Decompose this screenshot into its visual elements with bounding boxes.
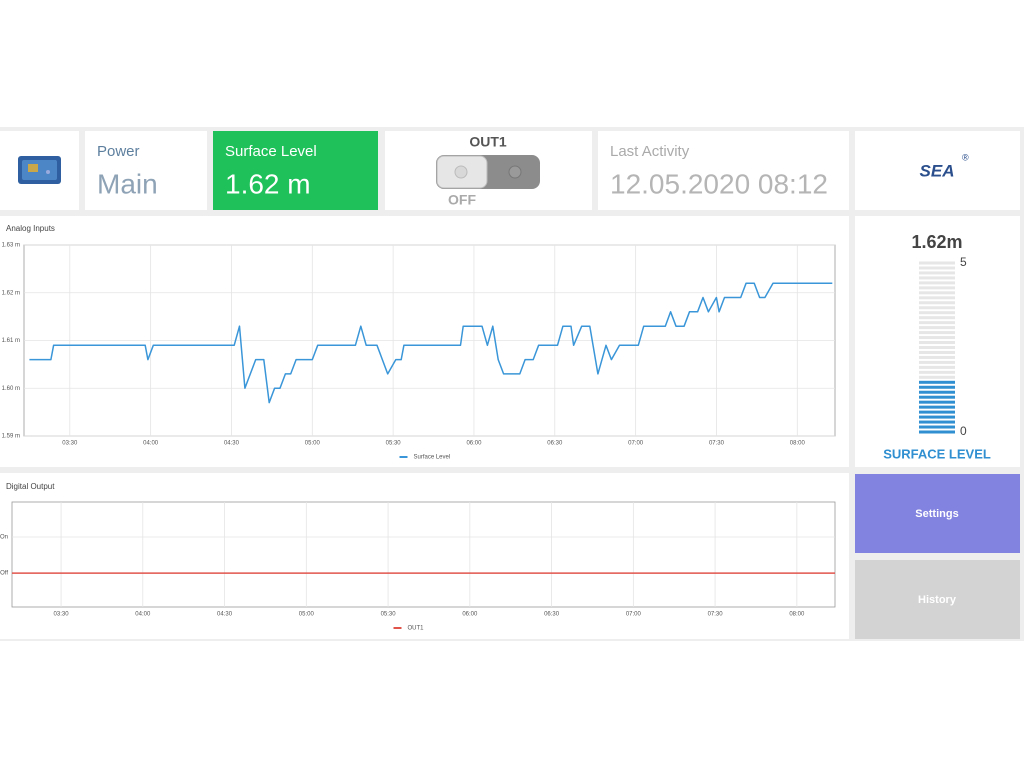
history-button[interactable]: History (855, 560, 1020, 639)
gauge-stripe (919, 410, 955, 414)
gauge-stripe (919, 266, 955, 270)
gauge-stripe (919, 311, 955, 315)
gauge-stripe (919, 291, 955, 295)
plot-frame (11, 501, 836, 608)
gauge-stripe (919, 301, 955, 305)
y-tick-label: 1.62 m (2, 290, 20, 296)
gauge-stripe (919, 346, 955, 349)
gauge-max: 5 (960, 255, 967, 269)
logo-tile (855, 131, 1020, 210)
x-tick-label: 07:30 (709, 441, 725, 447)
gauge-min: 0 (960, 424, 967, 438)
x-tick-label: 07:30 (708, 612, 724, 618)
chart-title: Analog Inputs (6, 224, 55, 233)
gauge-stripe (919, 385, 955, 389)
x-tick-label: 05:30 (381, 612, 397, 618)
x-tick-label: 06:30 (544, 612, 560, 618)
x-tick-label: 04:00 (143, 441, 159, 447)
x-tick-label: 04:30 (217, 612, 233, 618)
toggle-switch[interactable] (436, 155, 540, 189)
power-tile (85, 131, 207, 210)
gauge-stripe (919, 331, 955, 335)
gauge-stripe (919, 281, 955, 285)
y-tick-label: On (0, 535, 8, 541)
gauge-stripe (919, 415, 955, 419)
x-tick-label: 08:00 (789, 612, 805, 618)
button-label[interactable]: History (918, 594, 957, 606)
settings-button[interactable]: Settings (855, 474, 1020, 553)
button-background (855, 560, 1020, 639)
analog-panel (0, 216, 849, 467)
x-tick-label: 06:00 (466, 441, 482, 447)
gauge-stripe (919, 395, 955, 399)
x-tick-label: 05:00 (305, 441, 321, 447)
tile-value: 12.05.2020 08:12 (610, 168, 828, 199)
y-tick-label: 1.60 m (2, 386, 20, 392)
gauge-stripe (919, 350, 955, 354)
gauge-stripe (919, 355, 955, 359)
x-tick-label: 04:00 (135, 612, 151, 618)
gauge-stripe (919, 370, 955, 374)
gauge-title: SURFACE LEVEL (883, 446, 991, 461)
gauge-stripe (919, 286, 955, 290)
tile-value: 1.62 m (225, 168, 311, 199)
activity-tile (598, 131, 849, 210)
gauge-stripe (919, 405, 955, 409)
gauge-stripe (919, 390, 955, 394)
surface-tile (213, 131, 378, 210)
digital-panel (0, 473, 849, 639)
chart-title: Digital Output (6, 482, 55, 491)
button-background (855, 474, 1020, 553)
gauge-stripe (919, 400, 955, 404)
x-tick-label: 04:30 (224, 441, 240, 447)
x-tick-label: 03:30 (54, 612, 70, 618)
x-tick-label: 06:00 (462, 612, 478, 618)
x-tick-label: 03:30 (62, 441, 78, 447)
gauge-stripe (919, 336, 955, 340)
button-label[interactable]: Settings (915, 508, 958, 520)
gauge-value: 1.62m (911, 232, 962, 252)
tile-value: Main (97, 168, 158, 199)
tile-label: Surface Level (225, 143, 317, 160)
gauge-stripe (919, 365, 955, 369)
gauge-stripe (919, 296, 955, 300)
gauge-stripe (919, 360, 955, 364)
legend-label: OUT1 (408, 626, 425, 632)
device-icon (18, 156, 61, 184)
switch-label: OUT1 (469, 134, 507, 150)
gauge-stripe (919, 306, 955, 310)
x-tick-label: 07:00 (626, 612, 642, 618)
x-tick-label: 05:00 (299, 612, 315, 618)
gauge-stripe (919, 380, 955, 384)
tile-label: Last Activity (610, 143, 690, 160)
tile-label: Power (97, 143, 140, 160)
y-tick-label: Off (0, 571, 8, 577)
gauge-stripe (919, 276, 955, 280)
gauge-stripe (919, 321, 955, 325)
y-tick-label: 1.59 m (2, 434, 20, 440)
gauge-stripe (919, 425, 955, 429)
gauge-stripe (919, 271, 955, 275)
gauge-stripe (919, 420, 955, 424)
x-tick-label: 05:30 (386, 441, 402, 447)
x-tick-label: 06:30 (547, 441, 563, 447)
x-tick-label: 07:00 (628, 441, 644, 447)
logo: SEA (920, 161, 955, 180)
switch-state: OFF (448, 192, 476, 208)
y-tick-label: 1.61 m (2, 338, 20, 344)
x-tick-label: 08:00 (790, 441, 806, 447)
gauge-stripe (919, 316, 955, 320)
gauge-stripe (919, 326, 955, 330)
logo-registered-mark: ® (962, 152, 969, 162)
gauge-stripe (919, 430, 955, 434)
data-line (29, 282, 833, 404)
legend-label: Surface Level (414, 455, 451, 461)
gauge-stripe (919, 341, 955, 345)
y-tick-label: 1.63 m (2, 243, 20, 249)
gauge-stripe (919, 261, 955, 265)
gauge-stripe (919, 375, 955, 379)
